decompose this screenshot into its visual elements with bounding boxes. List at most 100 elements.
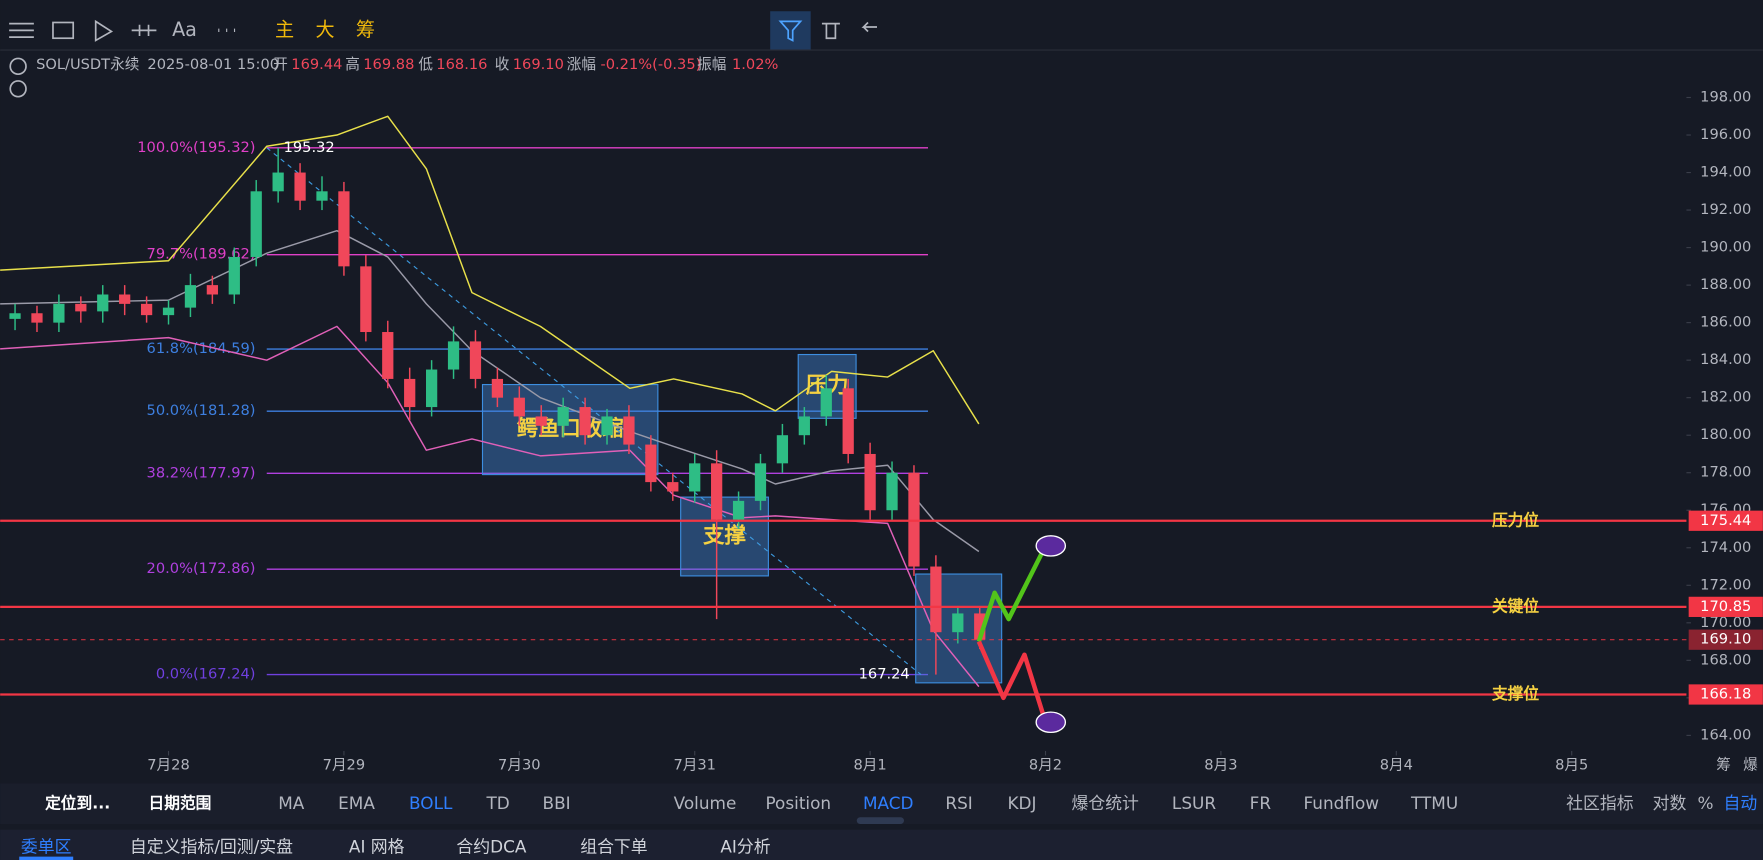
candle-body — [140, 303, 153, 316]
extreme-label: 167.24 — [859, 666, 910, 683]
candle-body — [447, 341, 460, 370]
fib-label: 61.8%(184.59) — [147, 340, 256, 357]
bar-handle[interactable] — [856, 817, 904, 825]
price-tag-label: 170.85 — [1700, 598, 1751, 615]
indicator-button[interactable]: Position — [765, 793, 831, 813]
x-tick-label: 7月28 — [147, 757, 189, 774]
candle-body — [9, 313, 21, 319]
price-tag-label: 175.44 — [1700, 512, 1751, 529]
candle-body — [404, 378, 416, 408]
x-tick-label: 7月29 — [323, 757, 366, 774]
date-range-button[interactable]: 日期范围 — [149, 793, 212, 812]
line-tool[interactable] — [131, 24, 157, 36]
toolbar-button[interactable]: 筹 — [356, 18, 375, 41]
delete-icon[interactable] — [821, 22, 840, 40]
info-value: -0.21%(-0.35) — [600, 56, 701, 73]
candle-body — [864, 453, 876, 511]
y-tick-label: 186.00 — [1700, 314, 1751, 331]
candle-body — [908, 472, 920, 567]
expand-icon[interactable] — [9, 80, 27, 98]
y-tick-label: 194.00 — [1700, 164, 1751, 181]
toolbar-icons — [9, 11, 878, 98]
indicator-button[interactable]: TTMU — [1410, 793, 1458, 813]
price-line-name: 压力位 — [1492, 510, 1539, 529]
candle-body — [623, 416, 635, 445]
toolbar-button[interactable]: 主 — [275, 18, 294, 41]
projection — [976, 640, 1048, 723]
price-tag — [1688, 510, 1763, 531]
info-label: 涨幅 — [567, 56, 596, 73]
candle-body — [338, 191, 350, 267]
tab[interactable]: 组合下单 — [580, 837, 647, 857]
filter-icon[interactable] — [778, 20, 803, 42]
candle-body — [469, 341, 482, 379]
tab[interactable]: 合约DCA — [456, 837, 526, 857]
indicator-button[interactable]: MA — [278, 793, 305, 813]
indicator-button[interactable]: Volume — [674, 793, 737, 813]
toolbar-button[interactable]: Aa — [172, 18, 197, 41]
rect-tool[interactable] — [52, 21, 75, 40]
indicator-button[interactable]: 自动 — [1724, 793, 1758, 813]
indicator-button[interactable]: % — [1698, 793, 1714, 813]
y-tick-label: 188.00 — [1700, 276, 1751, 293]
tab[interactable]: 自定义指标/回测/实盘 — [130, 837, 293, 857]
indicator-button[interactable]: BBI — [543, 793, 571, 813]
indicator-button[interactable]: FR — [1250, 793, 1272, 813]
indicator-button[interactable]: 社区指标 — [1566, 793, 1634, 813]
y-tick-label: 174.00 — [1700, 539, 1751, 556]
candle-body — [513, 397, 525, 417]
boll-line — [0, 115, 980, 425]
candle-body — [206, 285, 218, 295]
menu-icon[interactable] — [9, 22, 34, 38]
axis-corner: 筹 — [1716, 757, 1731, 774]
tab[interactable]: 委单区 — [21, 837, 72, 857]
collapse-icon[interactable] — [9, 57, 27, 76]
info-label: 高 — [345, 56, 360, 73]
indicator-button[interactable]: RSI — [945, 793, 972, 813]
candle-body — [360, 266, 372, 333]
toolbar-button[interactable]: 大 — [315, 18, 334, 41]
locate-button[interactable]: 定位到... — [45, 793, 110, 812]
indicator-button[interactable]: 爆仓统计 — [1071, 793, 1139, 813]
candle-body — [557, 407, 569, 426]
candle-body — [820, 388, 832, 417]
indicator-button[interactable]: Fundflow — [1304, 793, 1380, 813]
cursor-tool[interactable] — [94, 19, 114, 42]
indicator-button[interactable]: TD — [486, 793, 510, 813]
indicator-button[interactable]: 对数 — [1653, 793, 1687, 813]
y-tick-label: 178.00 — [1700, 464, 1751, 481]
y-tick-label: 182.00 — [1700, 389, 1751, 406]
candle-body — [316, 191, 328, 201]
indicator-button[interactable]: LSUR — [1172, 793, 1216, 813]
indicator-button[interactable]: BOLL — [409, 793, 453, 813]
candle-body — [974, 613, 986, 640]
filter-active[interactable] — [770, 11, 811, 50]
indicator-button[interactable]: KDJ — [1008, 793, 1037, 813]
fib-label: 20.0%(172.86) — [147, 560, 256, 577]
candle-body — [667, 482, 679, 492]
candle-body — [97, 294, 109, 312]
y-tick-label: 184.00 — [1700, 351, 1751, 368]
x-tick-label: 8月3 — [1204, 757, 1237, 774]
info-value: 169.44 — [291, 56, 342, 73]
info-value: 1.02% — [732, 56, 779, 73]
candle-body — [645, 444, 657, 483]
fib-label: 38.2%(177.97) — [147, 464, 256, 481]
x-tick-label: 7月31 — [673, 757, 716, 774]
tab[interactable]: AI分析 — [720, 837, 770, 857]
indicator-button[interactable]: MACD — [863, 793, 914, 813]
candle-body — [886, 472, 898, 511]
time: 2025-08-01 15:00 — [147, 56, 279, 73]
tab[interactable]: AI 网格 — [349, 837, 405, 857]
candle-body — [711, 463, 723, 520]
y-tick-label: 190.00 — [1700, 239, 1751, 256]
indicator-button[interactable]: EMA — [338, 793, 375, 813]
candle-body — [382, 332, 394, 379]
x-tick-label: 7月30 — [498, 757, 541, 774]
undo-icon[interactable] — [861, 21, 878, 33]
candle-body — [425, 369, 438, 408]
candle-body — [272, 172, 284, 192]
